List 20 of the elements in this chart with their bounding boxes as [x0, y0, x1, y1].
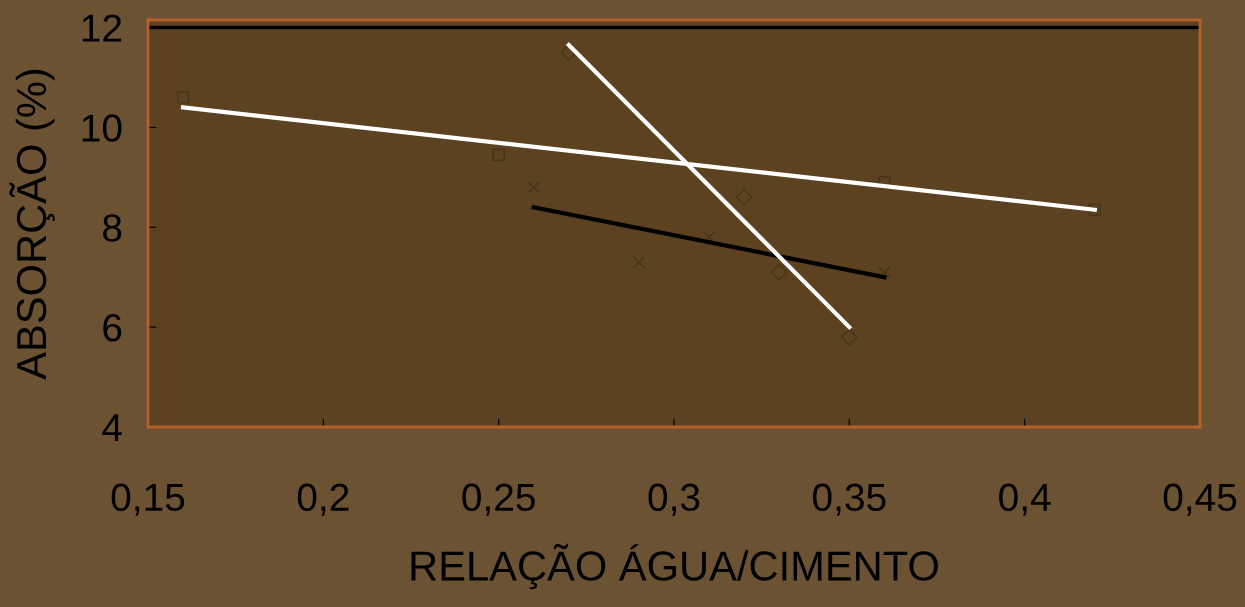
x-tick-label: 0,2 — [297, 483, 349, 516]
y-axis-title: ABSORÇÃO (%) — [9, 69, 55, 380]
point — [176, 91, 190, 104]
x-tick-label: 0,25 — [462, 483, 535, 516]
y-tick-label: 8 — [103, 214, 122, 242]
x-tick-label: 0,4 — [999, 483, 1051, 516]
point — [735, 188, 753, 206]
point — [770, 263, 788, 281]
y-tick-label: 12 — [82, 14, 122, 42]
point — [840, 328, 858, 346]
y-tick-label: 6 — [103, 314, 122, 342]
point — [878, 176, 891, 189]
y-tick-label: 10 — [82, 114, 122, 142]
x-tick-label: 0,35 — [813, 483, 886, 516]
x-axis-title: RELAÇÃO ÁGUA/CIMENTO — [411, 543, 938, 590]
x-tick-label: 0,45 — [1163, 483, 1237, 516]
point — [1088, 203, 1102, 216]
x-tick-label: 0,15 — [111, 483, 185, 516]
x-tick-label: 0,3 — [648, 483, 700, 516]
y-tick-label: 4 — [102, 414, 122, 442]
